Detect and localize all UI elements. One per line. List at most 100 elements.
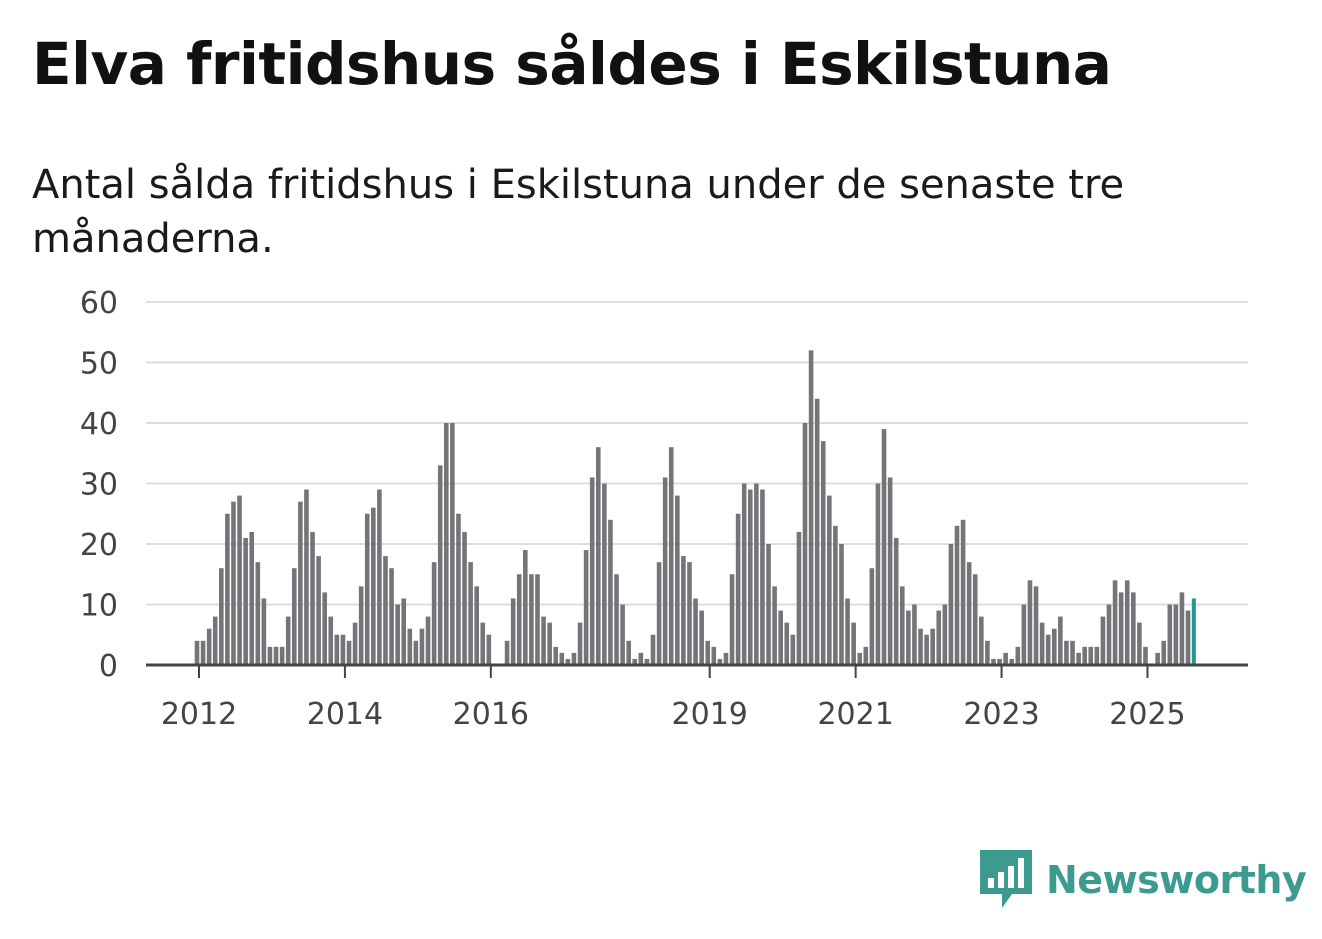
bar <box>486 634 492 665</box>
bar <box>699 610 704 665</box>
bar <box>291 568 297 665</box>
bar <box>1021 604 1027 665</box>
bar <box>1009 658 1015 665</box>
bar <box>516 574 522 665</box>
bar <box>918 628 923 665</box>
bar <box>644 658 650 665</box>
bar <box>820 441 826 665</box>
bar <box>1058 616 1063 665</box>
bar <box>1045 634 1051 665</box>
bar <box>979 616 984 665</box>
bar <box>705 640 711 665</box>
bar <box>1003 652 1008 665</box>
bar <box>1076 652 1081 665</box>
bar <box>267 646 273 665</box>
bar <box>741 483 747 665</box>
bar <box>474 586 479 665</box>
bar <box>401 598 407 665</box>
bar <box>468 562 473 665</box>
bar <box>869 568 875 665</box>
bar <box>638 652 644 665</box>
y-tick-label: 40 <box>80 407 118 442</box>
bar-chart-speech-bubble-icon <box>980 850 1032 908</box>
chart-subtitle: Antal sålda fritidshus i Eskilstuna unde… <box>32 162 1125 262</box>
y-tick-label: 30 <box>80 468 118 503</box>
bar <box>1064 640 1069 665</box>
bar <box>893 537 899 665</box>
bar <box>261 598 267 665</box>
bar <box>255 562 261 665</box>
bar <box>1082 646 1087 665</box>
bar <box>559 652 565 665</box>
y-tick-label: 0 <box>99 649 118 684</box>
x-tick-label: 2019 <box>672 697 748 732</box>
bar <box>857 652 863 665</box>
bar <box>407 628 413 665</box>
bar <box>942 604 948 665</box>
bar <box>383 556 388 665</box>
bar <box>760 489 765 665</box>
bar <box>322 592 327 665</box>
bar <box>249 531 255 665</box>
bar <box>437 465 443 665</box>
bar <box>790 634 796 665</box>
bar <box>650 634 656 665</box>
bar <box>231 501 236 665</box>
bar <box>796 531 802 665</box>
bar <box>237 495 242 665</box>
bar <box>328 616 334 665</box>
bar <box>443 423 449 665</box>
bar <box>966 562 972 665</box>
bar <box>827 495 832 665</box>
bar <box>346 640 352 665</box>
bar <box>285 616 291 665</box>
bar <box>225 513 230 665</box>
y-tick-label: 60 <box>80 286 118 321</box>
bar <box>808 350 814 665</box>
bar <box>1185 610 1191 665</box>
y-tick-label: 50 <box>80 347 118 382</box>
x-tick-label: 2025 <box>1109 697 1185 732</box>
bar <box>662 477 668 665</box>
bar <box>802 423 808 665</box>
bar <box>395 604 400 665</box>
bar <box>389 568 394 665</box>
bar <box>991 658 996 665</box>
bar <box>310 531 315 665</box>
bars <box>194 350 1196 665</box>
bar <box>462 531 467 665</box>
bar <box>219 568 224 665</box>
bar <box>1124 580 1130 665</box>
bar <box>972 574 978 665</box>
bar <box>881 429 887 665</box>
bar <box>431 562 437 665</box>
bar <box>1179 592 1185 665</box>
bar <box>948 544 954 665</box>
bar <box>456 513 461 665</box>
bar <box>419 628 425 665</box>
bar <box>766 544 771 665</box>
bar <box>735 513 741 665</box>
bar <box>504 640 510 665</box>
bar <box>681 556 686 665</box>
bar <box>954 525 960 665</box>
bar <box>553 646 559 665</box>
bar <box>316 556 321 665</box>
bar <box>565 658 571 665</box>
bar <box>583 550 589 665</box>
bar <box>839 544 844 665</box>
bar <box>523 550 528 665</box>
bar <box>875 483 881 665</box>
x-tick-label: 2021 <box>817 697 893 732</box>
bar <box>747 489 753 665</box>
bar <box>687 562 692 665</box>
bar <box>1033 586 1039 665</box>
bar <box>352 622 358 665</box>
y-tick-label: 20 <box>80 528 118 563</box>
gridlines <box>146 301 1248 606</box>
bar <box>1039 622 1045 665</box>
bar <box>711 646 717 665</box>
bar <box>1070 640 1075 665</box>
bar <box>1100 616 1106 665</box>
